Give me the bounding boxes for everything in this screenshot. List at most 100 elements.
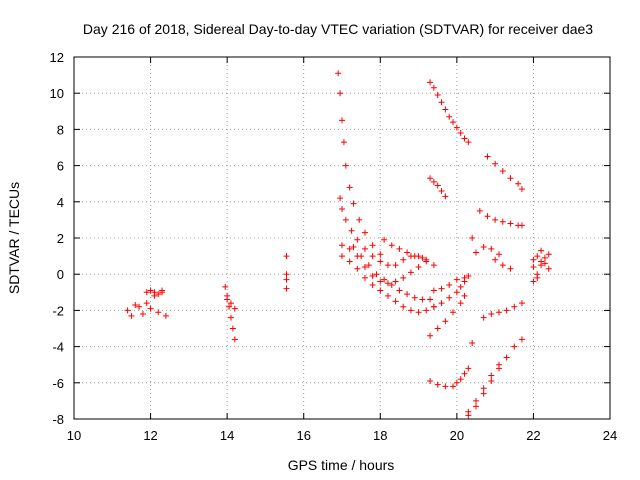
data-point (143, 300, 150, 307)
data-point (507, 175, 514, 182)
data-point (143, 289, 150, 296)
data-point (384, 280, 391, 287)
data-point (227, 314, 234, 321)
y-axis-label: SDTVAR / TECUs (6, 182, 22, 294)
data-point (480, 390, 487, 397)
data-point (339, 253, 345, 260)
data-point (457, 283, 464, 290)
data-point (407, 253, 414, 260)
data-point (488, 311, 495, 318)
data-point (132, 301, 139, 308)
y-tick-label: 2 (57, 231, 64, 246)
chart-title: Day 216 of 2018, Sidereal Day-to-day VTE… (83, 21, 593, 37)
data-point (461, 278, 468, 285)
data-point (434, 92, 441, 99)
data-point (427, 79, 434, 86)
data-point (400, 303, 407, 310)
grid (74, 57, 610, 419)
data-point (361, 229, 368, 236)
data-point (229, 325, 236, 332)
data-point (128, 312, 135, 319)
y-tick-label: -4 (52, 340, 64, 355)
data-point (488, 372, 495, 379)
data-point (427, 175, 434, 182)
data-point (377, 287, 384, 294)
data-point (446, 282, 453, 289)
x-tick-labels: 10 12 14 16 18 20 22 24 (67, 428, 617, 443)
data-point (442, 193, 449, 200)
data-point (438, 187, 445, 194)
data-point (396, 287, 403, 294)
data-point (480, 314, 487, 321)
data-point (423, 256, 430, 263)
data-point (419, 254, 426, 261)
data-point (400, 256, 407, 263)
data-point (465, 139, 472, 146)
data-point (457, 376, 464, 383)
data-point (283, 253, 290, 260)
data-point (450, 309, 457, 316)
data-point (453, 124, 460, 131)
data-point (162, 312, 169, 319)
data-point (419, 296, 426, 303)
data-point (358, 253, 365, 260)
data-point (442, 383, 449, 390)
data-point (465, 408, 472, 415)
data-point (369, 242, 376, 249)
data-point (400, 274, 407, 281)
data-point (430, 84, 437, 91)
data-point (411, 294, 418, 301)
data-point (423, 307, 430, 314)
data-point (480, 244, 487, 251)
data-point (457, 300, 464, 307)
data-point (346, 184, 353, 191)
data-point (335, 70, 342, 77)
data-point (136, 303, 143, 310)
data-point (373, 271, 380, 278)
data-point (518, 300, 525, 307)
data-point (538, 247, 545, 254)
data-point (415, 309, 422, 316)
data-point (361, 245, 368, 252)
data-point (159, 287, 166, 294)
data-point (283, 271, 290, 278)
data-point (231, 336, 238, 343)
data-point (530, 263, 537, 270)
y-tick-label: 6 (57, 159, 64, 174)
data-point (492, 256, 499, 263)
data-point (388, 282, 395, 289)
data-point (492, 160, 499, 167)
data-point (450, 119, 457, 126)
data-point (495, 361, 502, 368)
data-point (231, 305, 238, 312)
data-point (350, 244, 357, 251)
data-point (530, 278, 537, 285)
data-point (348, 227, 355, 234)
data-point (427, 296, 434, 303)
data-point (453, 379, 460, 386)
x-tick-label: 14 (220, 428, 234, 443)
data-point (392, 298, 399, 305)
data-point (430, 287, 437, 294)
data-point (438, 285, 445, 292)
data-point (147, 287, 154, 294)
data-point (446, 113, 453, 120)
data-point (488, 377, 495, 384)
plot-frame (73, 56, 611, 420)
x-tick-label: 12 (143, 428, 157, 443)
data-point (518, 222, 525, 229)
x-tick-label: 22 (526, 428, 540, 443)
data-point (499, 168, 506, 175)
data-point (350, 200, 357, 207)
data-point (438, 300, 445, 307)
y-tick-label: 4 (57, 195, 64, 210)
data-point (340, 139, 347, 146)
data-point (453, 289, 460, 296)
data-point (283, 276, 290, 283)
y-tick-labels: -8 -6 -4 -2 0 2 4 6 8 10 12 (50, 50, 64, 427)
data-point (365, 262, 372, 269)
data-point (507, 220, 514, 227)
data-point (415, 253, 422, 260)
y-tick-label: 0 (57, 267, 64, 282)
data-point (392, 262, 399, 269)
